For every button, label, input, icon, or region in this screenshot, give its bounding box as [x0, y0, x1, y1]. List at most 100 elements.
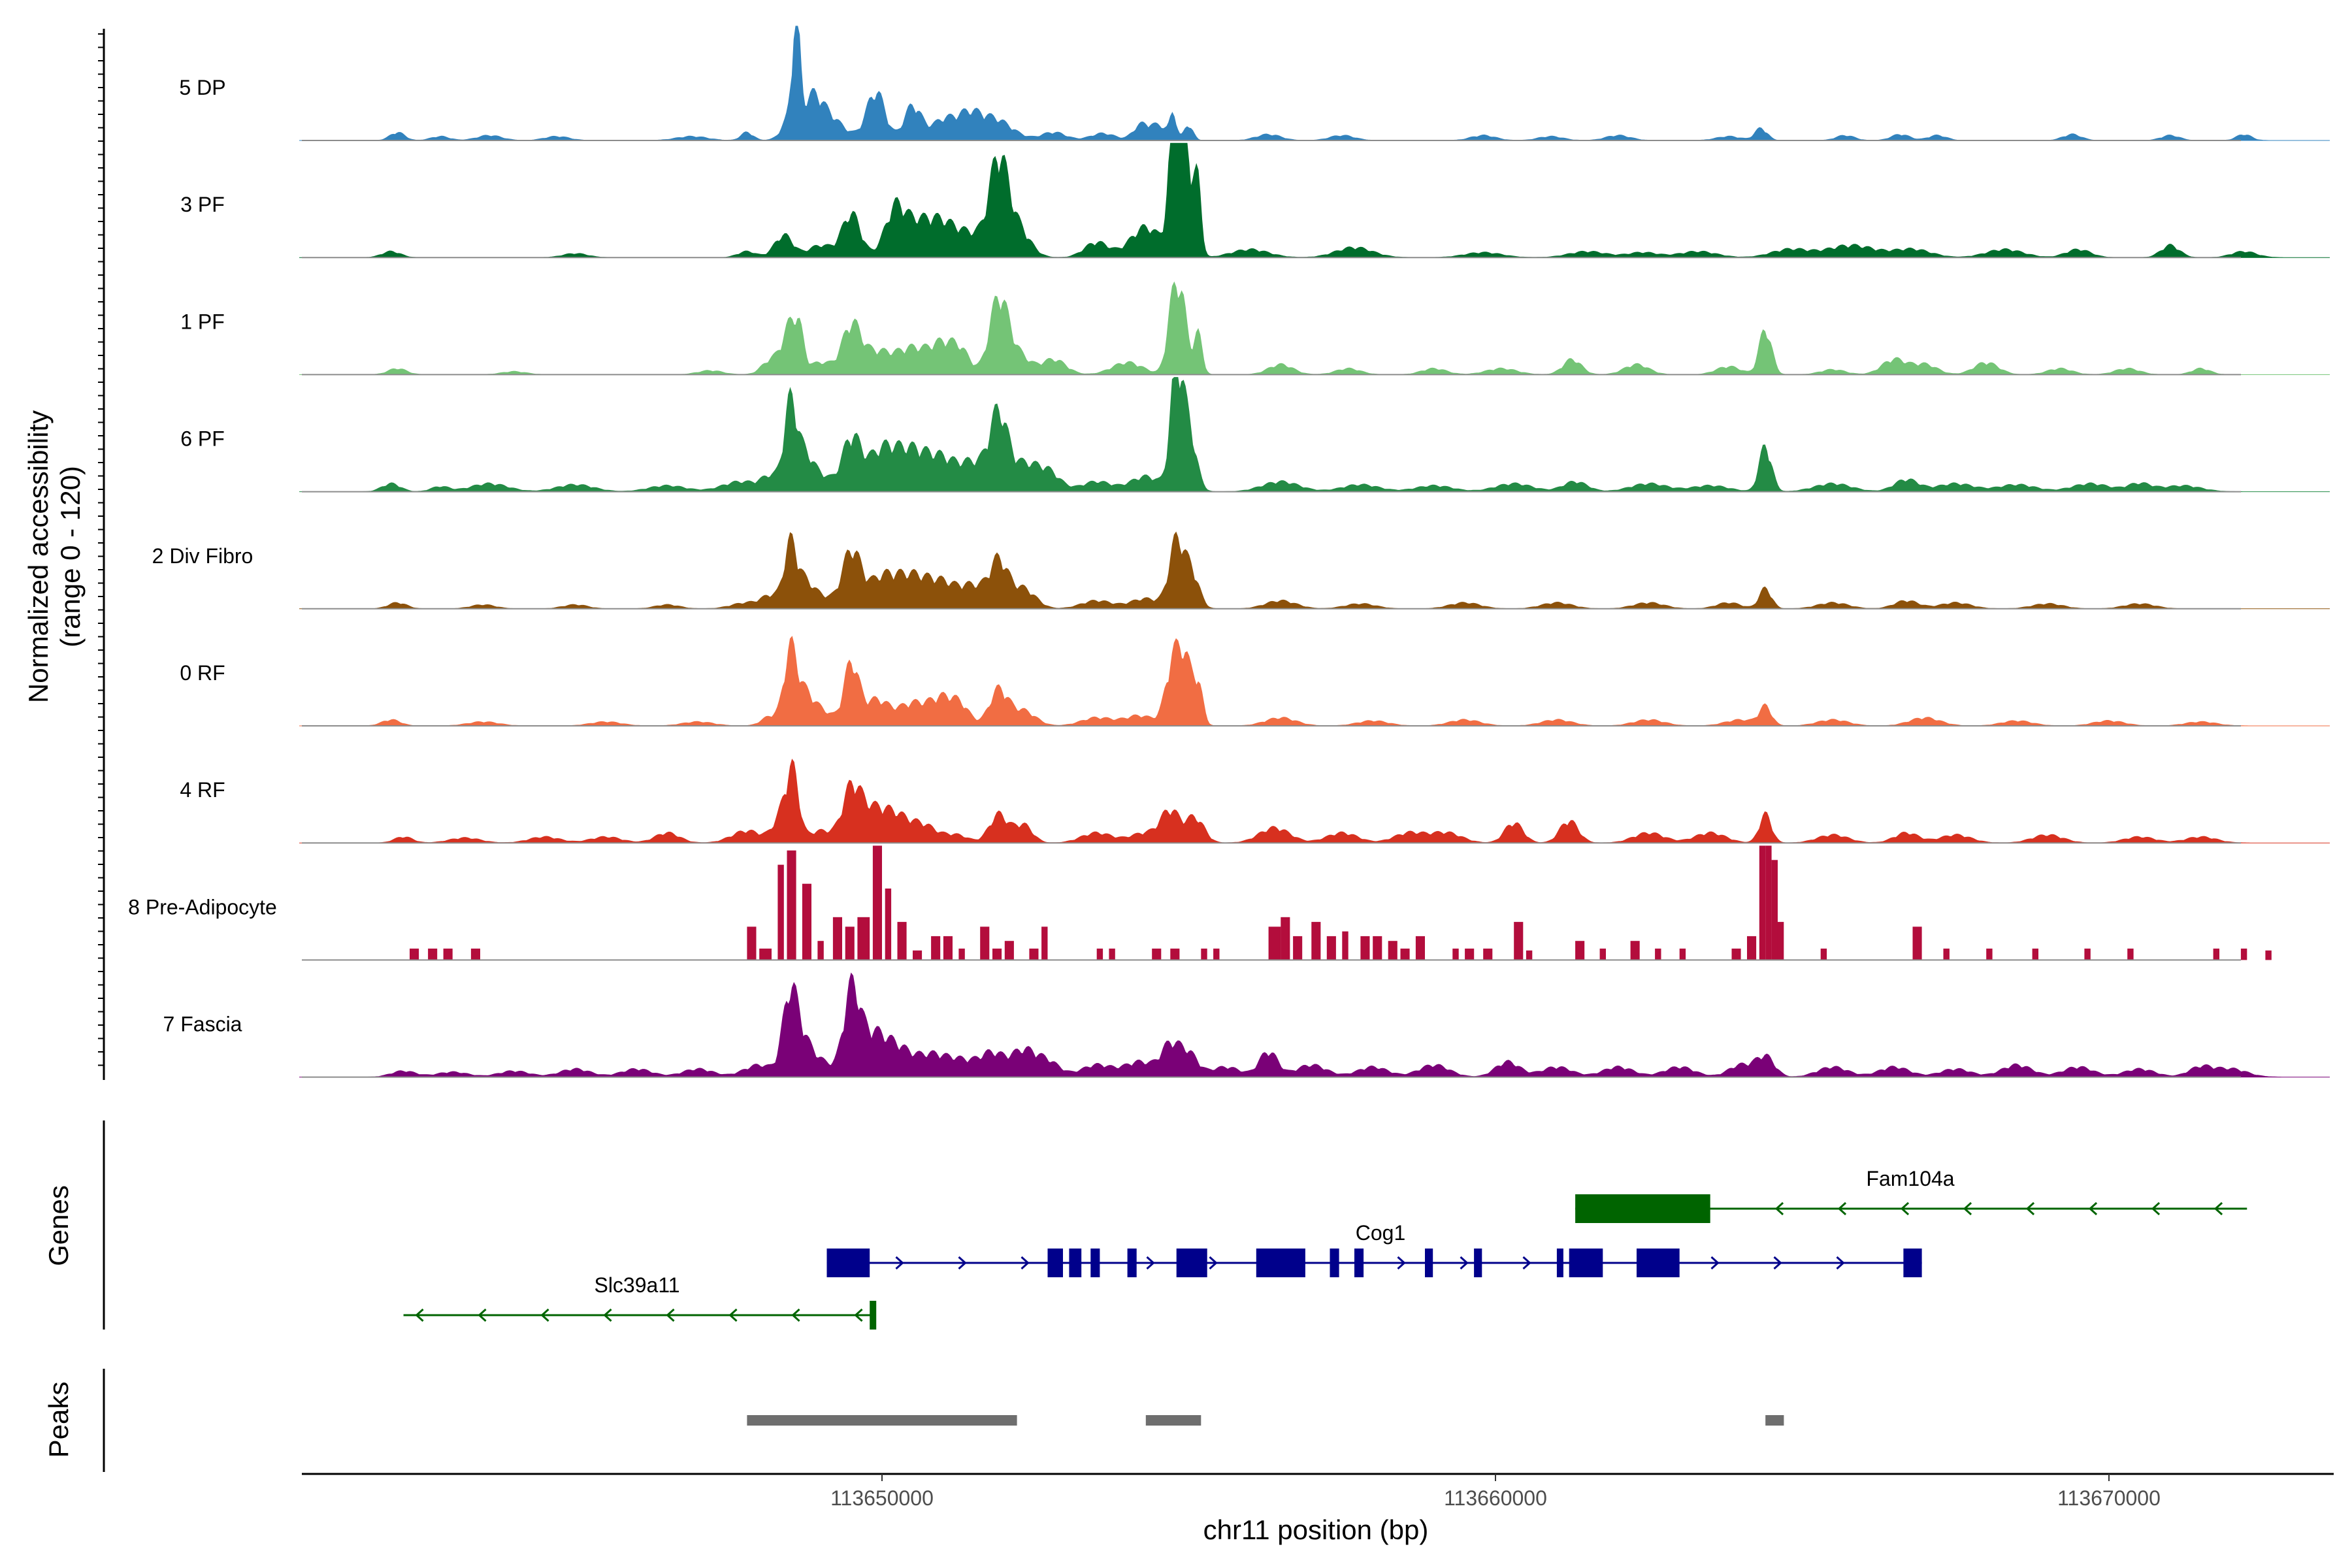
coverage-bar — [1268, 926, 1281, 960]
strand-arrow — [1209, 1256, 1218, 1270]
coverage-bar — [428, 948, 438, 960]
gene-exon — [826, 1249, 870, 1277]
coverage-bar — [1311, 922, 1321, 960]
x-tick-label: 113670000 — [2057, 1486, 2161, 1510]
coverage-bar — [1526, 950, 1533, 960]
coverage-bar — [845, 926, 855, 960]
gene-exon — [1556, 1249, 1563, 1277]
strand-arrow — [1900, 1201, 1910, 1216]
track-label: 3 PF — [180, 193, 225, 216]
strand-arrow — [2213, 1201, 2223, 1216]
coverage-bar — [759, 948, 772, 960]
strand-arrow — [540, 1308, 549, 1322]
strand-arrow — [854, 1308, 863, 1322]
coverage-bar — [1152, 948, 1162, 960]
gene-exon — [1575, 1194, 1710, 1223]
track-label: 7 Fascia — [163, 1013, 242, 1036]
peak-region — [1765, 1415, 1784, 1426]
coverage-bar — [1415, 936, 1425, 960]
coverage-bar — [2084, 948, 2091, 960]
track-label: 5 DP — [179, 76, 225, 99]
strand-arrow — [666, 1308, 675, 1322]
strand-arrow — [791, 1308, 800, 1322]
coverage-bar — [1400, 948, 1410, 960]
coverage-bar — [2127, 948, 2134, 960]
coverage-bar — [2265, 950, 2272, 960]
coverage-bar — [1943, 948, 1950, 960]
coverage-bar — [857, 917, 870, 960]
coverage-bar — [443, 948, 453, 960]
track-label: 4 RF — [180, 778, 225, 802]
coverage-bar — [958, 948, 965, 960]
coverage-track: 0 RF — [180, 636, 2330, 727]
peak-region — [747, 1415, 1017, 1426]
coverage-track: 1 PF — [180, 281, 2330, 376]
track-label: 2 Div Fibro — [152, 544, 253, 568]
gene-exon — [1330, 1249, 1339, 1277]
strand-arrow — [2151, 1201, 2161, 1216]
coverage-bar — [1765, 845, 1772, 960]
strand-arrow — [1522, 1256, 1531, 1270]
track-label: 6 PF — [180, 427, 225, 451]
strand-arrow — [1837, 1201, 1847, 1216]
x-tick-label: 113660000 — [1444, 1486, 1547, 1510]
coverage-bar — [1373, 936, 1382, 960]
coverage-bar — [1293, 936, 1303, 960]
coverage-bar — [410, 948, 419, 960]
coverage-bar — [1342, 931, 1348, 960]
coverage-bar — [470, 948, 480, 960]
coverage-bar — [1201, 948, 1207, 960]
track-label: 8 Pre-Adipocyte — [128, 895, 277, 919]
strand-arrow — [415, 1308, 424, 1322]
coverage-track: 2 Div Fibro — [152, 531, 2330, 610]
gene-exon — [1090, 1249, 1100, 1277]
genes-track-heading: Genes — [43, 1185, 74, 1266]
coverage-bar — [885, 889, 892, 960]
strand-arrow — [1836, 1256, 1845, 1270]
gene-track: Fam104a Cog1 Slc39a11 — [403, 1167, 2247, 1330]
coverage-bar — [913, 950, 923, 960]
coverage-bar — [802, 883, 811, 960]
gene-label: Cog1 — [1356, 1221, 1406, 1245]
x-axis: 113650000 113660000 113670000 — [302, 1473, 2334, 1510]
coverage-bar — [1912, 926, 1922, 960]
coverage-bar — [1599, 948, 1606, 960]
strand-arrow — [1460, 1256, 1469, 1270]
gene-label: Fam104a — [1866, 1167, 1954, 1190]
gene-exon — [870, 1301, 877, 1330]
coverage-track: 5 DP — [179, 25, 2330, 141]
coverage-bar — [787, 850, 796, 960]
coverage-bar — [1388, 941, 1397, 960]
strand-arrow — [958, 1256, 967, 1270]
gene-label: Slc39a11 — [594, 1273, 679, 1297]
coverage-bar — [1575, 941, 1585, 960]
track-label: 1 PF — [180, 310, 225, 333]
gene-exon — [1903, 1249, 1922, 1277]
coverage-bar — [1731, 948, 1741, 960]
gene-model: Fam104a — [1575, 1167, 2247, 1223]
coverage-bar — [2240, 948, 2247, 960]
track-label: 0 RF — [180, 661, 225, 685]
strand-arrow — [1773, 1256, 1782, 1270]
y-axis-title-line2: (range 0 - 120) — [55, 466, 86, 647]
coverage-bar — [2213, 948, 2219, 960]
coverage-bar — [1771, 860, 1778, 960]
strand-arrow — [478, 1308, 487, 1322]
strand-arrow — [728, 1308, 738, 1322]
gene-model: Cog1 — [826, 1221, 1922, 1277]
gene-exon — [1569, 1249, 1603, 1277]
x-axis-title: chr11 position (bp) — [1203, 1514, 1429, 1545]
coverage-bar — [817, 941, 824, 960]
coverage-bar — [1747, 936, 1757, 960]
strand-arrow — [1397, 1256, 1406, 1270]
x-tick-label: 113650000 — [830, 1486, 934, 1510]
strand-arrow — [895, 1256, 904, 1270]
coverage-bar — [832, 917, 842, 960]
strand-arrow — [603, 1308, 612, 1322]
gene-exon — [1474, 1249, 1482, 1277]
coverage-bar — [2032, 948, 2038, 960]
gene-exon — [1069, 1249, 1082, 1277]
peak-region — [1145, 1415, 1201, 1426]
strand-arrow — [2088, 1201, 2098, 1216]
